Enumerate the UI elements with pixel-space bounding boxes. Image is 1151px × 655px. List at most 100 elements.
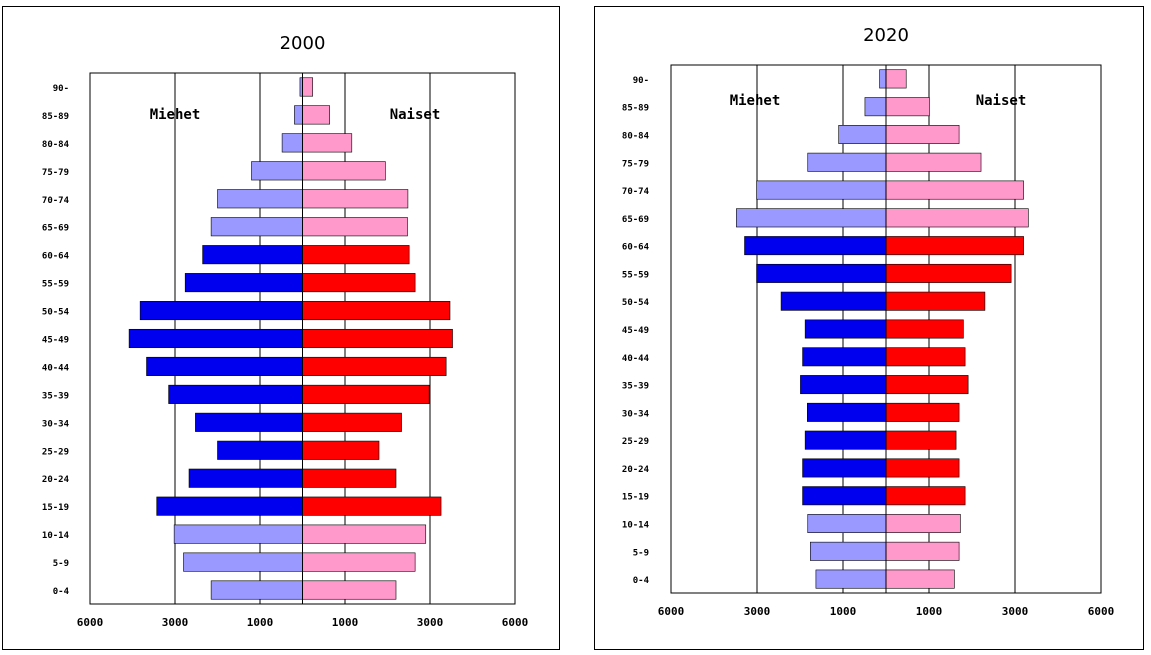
bar-male-10-14 xyxy=(807,514,887,533)
bar-male-15-19 xyxy=(156,496,303,516)
bar-female-0-4 xyxy=(302,580,397,600)
bar-female-40-44 xyxy=(885,347,966,367)
age-group-label: 90- xyxy=(633,76,649,86)
chart-title: 2000 xyxy=(280,33,326,54)
age-group-label: 45-49 xyxy=(622,326,649,336)
x-tick-label: 3000 xyxy=(417,616,444,629)
bar-male-60-64 xyxy=(202,245,303,265)
age-group-label: 50-54 xyxy=(42,308,70,318)
age-group-label: 15-19 xyxy=(42,503,69,513)
bar-female-15-19 xyxy=(302,496,442,516)
chart-title: 2020 xyxy=(863,25,909,46)
age-group-label: 25-29 xyxy=(42,447,69,457)
age-group-label: 90- xyxy=(53,84,69,94)
x-tick-label: 3000 xyxy=(744,605,771,618)
x-tick-label: 6000 xyxy=(502,616,529,629)
bar-female-80-84 xyxy=(885,125,960,144)
bar-female-35-39 xyxy=(885,375,969,395)
age-group-label: 25-29 xyxy=(622,437,649,447)
bar-male-55-59 xyxy=(756,263,887,283)
pyramid-2020-chart: 2020 6000 3000 1000 1000 3000 6000 0-4 5-9 10-14 1… xyxy=(622,25,1115,618)
bar-female-75-79 xyxy=(885,152,982,172)
bar-female-70-74 xyxy=(885,180,1024,200)
age-group-label: 80-84 xyxy=(42,140,70,150)
bar-male-85-89 xyxy=(294,105,303,125)
bar-female-80-84 xyxy=(302,133,353,153)
age-group-label: 20-24 xyxy=(42,475,70,485)
bar-male-0-4 xyxy=(210,580,303,600)
age-group-label: 70-74 xyxy=(42,196,70,206)
bar-female-30-34 xyxy=(302,412,402,432)
series-label-male: Miehet xyxy=(730,93,781,109)
bar-female-65-69 xyxy=(302,217,408,237)
x-tick-label: 6000 xyxy=(658,605,685,618)
age-group-label: 55-59 xyxy=(622,270,649,280)
age-group-label: 75-79 xyxy=(622,159,649,169)
age-group-label: 70-74 xyxy=(622,187,650,197)
bar-male-35-39 xyxy=(168,384,303,404)
age-group-label: 15-19 xyxy=(622,493,649,503)
bar-female-40-44 xyxy=(302,356,447,376)
bar-male-10-14 xyxy=(173,524,303,544)
bar-male-90- xyxy=(879,69,887,89)
x-tick-label: 6000 xyxy=(1088,605,1115,618)
bar-female-0-4 xyxy=(885,569,955,589)
bar-female-25-29 xyxy=(302,440,380,460)
age-group-label: 45-49 xyxy=(42,336,69,346)
age-group-label: 55-59 xyxy=(42,280,69,290)
series-label-female: Naiset xyxy=(976,93,1027,109)
bar-male-30-34 xyxy=(807,402,887,422)
age-group-label: 50-54 xyxy=(622,298,650,308)
age-group-label: 40-44 xyxy=(622,354,650,364)
pyramid-2000-panel: 2000 6000 3000 1000 1000 3000 6000 0-4 5-9 10-14 1… xyxy=(2,6,560,650)
age-group-label: 20-24 xyxy=(622,465,650,475)
bar-male-25-29 xyxy=(217,440,303,460)
bar-male-80-84 xyxy=(281,133,303,153)
pyramid-2020-panel: 2020 6000 3000 1000 1000 3000 6000 0-4 5-9 10-14 1… xyxy=(594,6,1144,650)
bar-female-30-34 xyxy=(885,402,960,422)
bar-female-70-74 xyxy=(302,189,409,209)
bar-male-20-24 xyxy=(802,458,887,478)
bar-female-55-59 xyxy=(302,273,416,293)
bar-female-90- xyxy=(885,69,907,89)
series-label-female: Naiset xyxy=(390,107,441,123)
bar-male-45-49 xyxy=(128,328,303,349)
age-group-label: 30-34 xyxy=(42,419,70,429)
bar-female-15-19 xyxy=(885,486,966,506)
bar-male-5-9 xyxy=(810,541,887,561)
age-group-label: 5-9 xyxy=(53,559,69,569)
bar-male-80-84 xyxy=(838,125,887,144)
bar-male-20-24 xyxy=(188,468,303,488)
bar-male-55-59 xyxy=(184,273,303,293)
x-tick-label: 1000 xyxy=(247,616,274,629)
bar-female-90- xyxy=(302,77,313,97)
x-tick-label: 1000 xyxy=(916,605,943,618)
bar-female-35-39 xyxy=(302,384,430,404)
age-group-label: 40-44 xyxy=(42,363,70,373)
bar-male-0-4 xyxy=(815,569,887,589)
bar-male-50-54 xyxy=(139,301,303,321)
age-group-label: 85-89 xyxy=(622,104,649,114)
bar-female-45-49 xyxy=(302,328,453,349)
bar-male-50-54 xyxy=(780,291,887,311)
bar-female-10-14 xyxy=(302,524,427,544)
age-group-label: 80-84 xyxy=(622,131,650,141)
bar-female-55-59 xyxy=(885,263,1012,283)
bar-female-85-89 xyxy=(302,105,331,125)
bar-female-75-79 xyxy=(302,161,386,181)
bar-male-15-19 xyxy=(802,486,887,506)
series-label-male: Miehet xyxy=(150,107,201,123)
age-group-label: 30-34 xyxy=(622,409,650,419)
bar-male-5-9 xyxy=(183,552,303,572)
x-tick-label: 1000 xyxy=(830,605,857,618)
x-tick-label: 3000 xyxy=(1002,605,1029,618)
age-group-label: 60-64 xyxy=(622,243,650,253)
bar-female-50-54 xyxy=(885,291,986,311)
bar-female-10-14 xyxy=(885,514,961,533)
bar-male-40-44 xyxy=(146,356,303,376)
bar-female-25-29 xyxy=(885,430,957,450)
bar-female-60-64 xyxy=(302,245,410,265)
bar-male-35-39 xyxy=(800,375,887,395)
age-group-label: 65-69 xyxy=(622,215,649,225)
bar-female-60-64 xyxy=(885,236,1024,256)
